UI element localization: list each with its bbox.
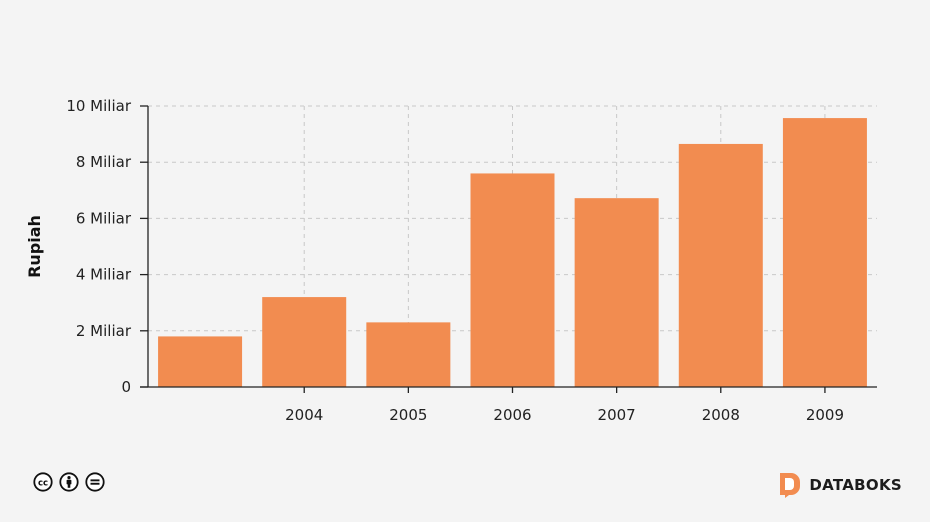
y-axis-label: Rupiah — [25, 215, 44, 278]
bar — [782, 118, 867, 387]
y-tick-label: 0 — [121, 378, 131, 396]
y-tick-label: 10 Miliar — [66, 97, 131, 115]
x-tick-label: 2005 — [389, 406, 427, 424]
license-icons: cc — [33, 472, 105, 492]
bar — [158, 336, 243, 387]
cc-icon: cc — [33, 472, 53, 492]
x-tick-label: 2008 — [702, 406, 740, 424]
databoks-logo-icon — [780, 473, 801, 498]
y-tick-label: 2 Miliar — [76, 322, 132, 340]
brand: DATABOKS — [778, 472, 902, 498]
bar — [470, 173, 555, 387]
attribution-icon — [59, 472, 79, 492]
y-tick-label: 8 Miliar — [76, 153, 132, 171]
y-tick-label: 6 Miliar — [76, 209, 132, 227]
bar — [678, 143, 763, 387]
bar — [366, 322, 451, 387]
x-tick-label: 2004 — [285, 406, 323, 424]
x-tick-label: 2007 — [598, 406, 636, 424]
y-tick-label: 4 Miliar — [76, 266, 132, 284]
svg-text:cc: cc — [38, 479, 48, 489]
x-tick-label: 2006 — [493, 406, 531, 424]
no-derivatives-icon — [85, 472, 105, 492]
bar — [574, 198, 659, 387]
brand-name: DATABOKS — [809, 476, 902, 494]
x-tick-label: 2009 — [806, 406, 844, 424]
bar — [262, 297, 347, 387]
